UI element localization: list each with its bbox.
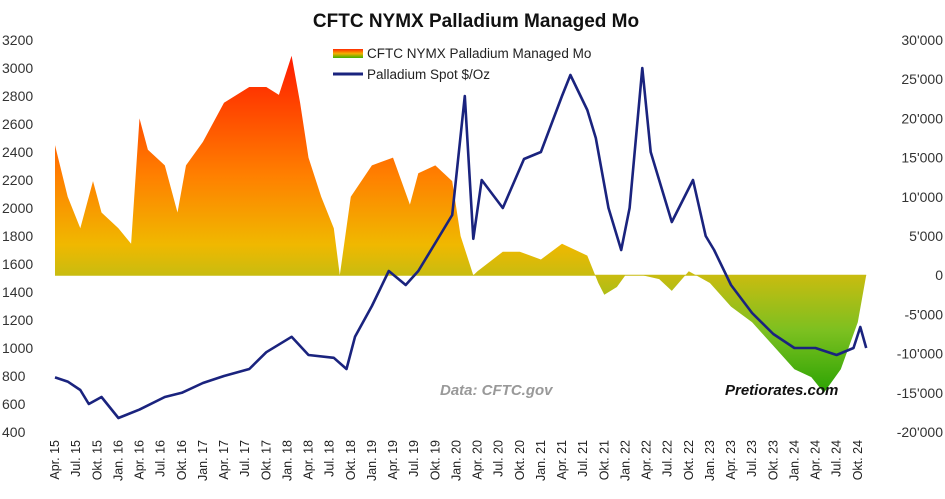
left-axis-tick-label: 2400 bbox=[2, 144, 33, 160]
x-axis-tick-label: Okt. 24 bbox=[851, 440, 865, 480]
x-axis-tick-label: Okt. 20 bbox=[513, 440, 527, 480]
left-axis-tick-label: 400 bbox=[2, 424, 26, 440]
right-axis-tick-label: 15'000 bbox=[901, 150, 943, 166]
x-axis-tick-label: Okt. 16 bbox=[175, 440, 189, 480]
right-axis-tick-label: 25'000 bbox=[901, 71, 943, 87]
spot-line-layer bbox=[54, 66, 868, 420]
x-axis-tick-label: Apr. 24 bbox=[809, 440, 823, 480]
x-axis-tick-label: Jul. 16 bbox=[154, 440, 168, 477]
right-axis-tick-label: -5'000 bbox=[905, 306, 944, 322]
spot-price-line bbox=[54, 66, 868, 420]
legend-label-area: CFTC NYMX Palladium Managed Mo bbox=[367, 46, 591, 61]
x-axis-tick-label: Jan. 16 bbox=[111, 440, 125, 481]
x-axis-tick-label: Jul. 21 bbox=[576, 440, 590, 477]
left-axis-tick-label: 1600 bbox=[2, 256, 33, 272]
x-axis-tick-label: Apr. 20 bbox=[471, 440, 485, 480]
x-axis-tick-label: Jul. 18 bbox=[323, 440, 337, 477]
right-axis-tick-label: -15'000 bbox=[897, 385, 943, 401]
x-axis-tick-label: Jul. 23 bbox=[745, 440, 759, 477]
left-axis-tick-label: 2600 bbox=[2, 116, 33, 132]
x-axis-tick-label: Jan. 19 bbox=[365, 440, 379, 481]
x-axis-tick-label: Okt. 22 bbox=[682, 440, 696, 480]
x-axis-tick-label: Okt. 17 bbox=[259, 440, 273, 480]
left-axis-tick-label: 1800 bbox=[2, 228, 33, 244]
right-axis-tick-label: 5'000 bbox=[909, 228, 943, 244]
x-axis-tick-label: Okt. 15 bbox=[90, 440, 104, 480]
x-axis-tick-label: Jul. 24 bbox=[830, 440, 844, 477]
x-axis-tick-label: Jan. 20 bbox=[449, 440, 463, 481]
x-axis-tick-label: Okt. 21 bbox=[597, 440, 611, 480]
source-annotation: Data: CFTC.gov bbox=[440, 382, 554, 399]
left-axis-tick-label: 600 bbox=[2, 396, 26, 412]
left-axis-tick-label: 3000 bbox=[2, 60, 33, 76]
legend: CFTC NYMX Palladium Managed Mo Palladium… bbox=[333, 46, 591, 82]
right-axis-tick-label: -10'000 bbox=[897, 346, 943, 362]
x-axis-tick-label: Okt. 23 bbox=[766, 440, 780, 480]
x-axis-tick-label: Jan. 24 bbox=[787, 440, 801, 481]
positions-area-layer bbox=[55, 55, 867, 393]
x-axis-tick-label: Jul. 22 bbox=[661, 440, 675, 477]
x-axis-tick-label: Apr. 17 bbox=[217, 440, 231, 480]
left-axis-tick-label: 2200 bbox=[2, 172, 33, 188]
left-axis-tick-label: 2800 bbox=[2, 88, 33, 104]
chart-title: CFTC NYMX Palladium Managed Mo bbox=[313, 11, 639, 32]
x-axis-tick-label: Jul. 20 bbox=[492, 440, 506, 477]
left-axis-tick-label: 1400 bbox=[2, 284, 33, 300]
x-axis-tick-label: Apr. 23 bbox=[724, 440, 738, 480]
x-axis-tick-label: Apr. 15 bbox=[48, 440, 62, 480]
x-axis-tick-label: Jul. 17 bbox=[238, 440, 252, 477]
positions-area bbox=[55, 55, 867, 393]
right-axis-tick-label: 0 bbox=[935, 267, 943, 283]
legend-swatch-area bbox=[333, 49, 363, 58]
left-axis-tick-label: 1000 bbox=[2, 340, 33, 356]
x-axis-tick-label: Apr. 21 bbox=[555, 440, 569, 480]
x-axis-tick-label: Jan. 17 bbox=[196, 440, 210, 481]
right-axis-tick-label: 20'000 bbox=[901, 110, 943, 126]
left-axis-tick-label: 3200 bbox=[2, 32, 33, 48]
left-axis-tick-label: 1200 bbox=[2, 312, 33, 328]
axis-ticks: 400 600 800 1000 1200 1400 1600 1800 2000 2200 240… bbox=[2, 32, 943, 481]
x-axis-tick-label: Apr. 22 bbox=[640, 440, 654, 480]
right-axis-tick-label: -20'000 bbox=[897, 424, 943, 440]
x-axis-tick-label: Jan. 23 bbox=[703, 440, 717, 481]
x-axis-tick-label: Apr. 18 bbox=[302, 440, 316, 480]
brand-annotation: Pretiorates.com bbox=[725, 382, 838, 399]
right-axis-tick-label: 10'000 bbox=[901, 189, 943, 205]
x-axis-tick-label: Apr. 19 bbox=[386, 440, 400, 480]
x-axis-tick-label: Jan. 21 bbox=[534, 440, 548, 481]
x-axis-tick-label: Jan. 22 bbox=[618, 440, 632, 481]
left-axis-tick-label: 800 bbox=[2, 368, 26, 384]
x-axis-tick-label: Okt. 19 bbox=[428, 440, 442, 480]
left-axis-tick-label: 2000 bbox=[2, 200, 33, 216]
x-axis-tick-label: Apr. 16 bbox=[133, 440, 147, 480]
x-axis-tick-label: Jul. 19 bbox=[407, 440, 421, 477]
right-axis-tick-label: 30'000 bbox=[901, 32, 943, 48]
x-axis-tick-label: Jan. 18 bbox=[280, 440, 294, 481]
legend-label-line: Palladium Spot $/Oz bbox=[367, 67, 490, 82]
x-axis-tick-label: Okt. 18 bbox=[344, 440, 358, 480]
x-axis-tick-label: Jul. 15 bbox=[69, 440, 83, 477]
